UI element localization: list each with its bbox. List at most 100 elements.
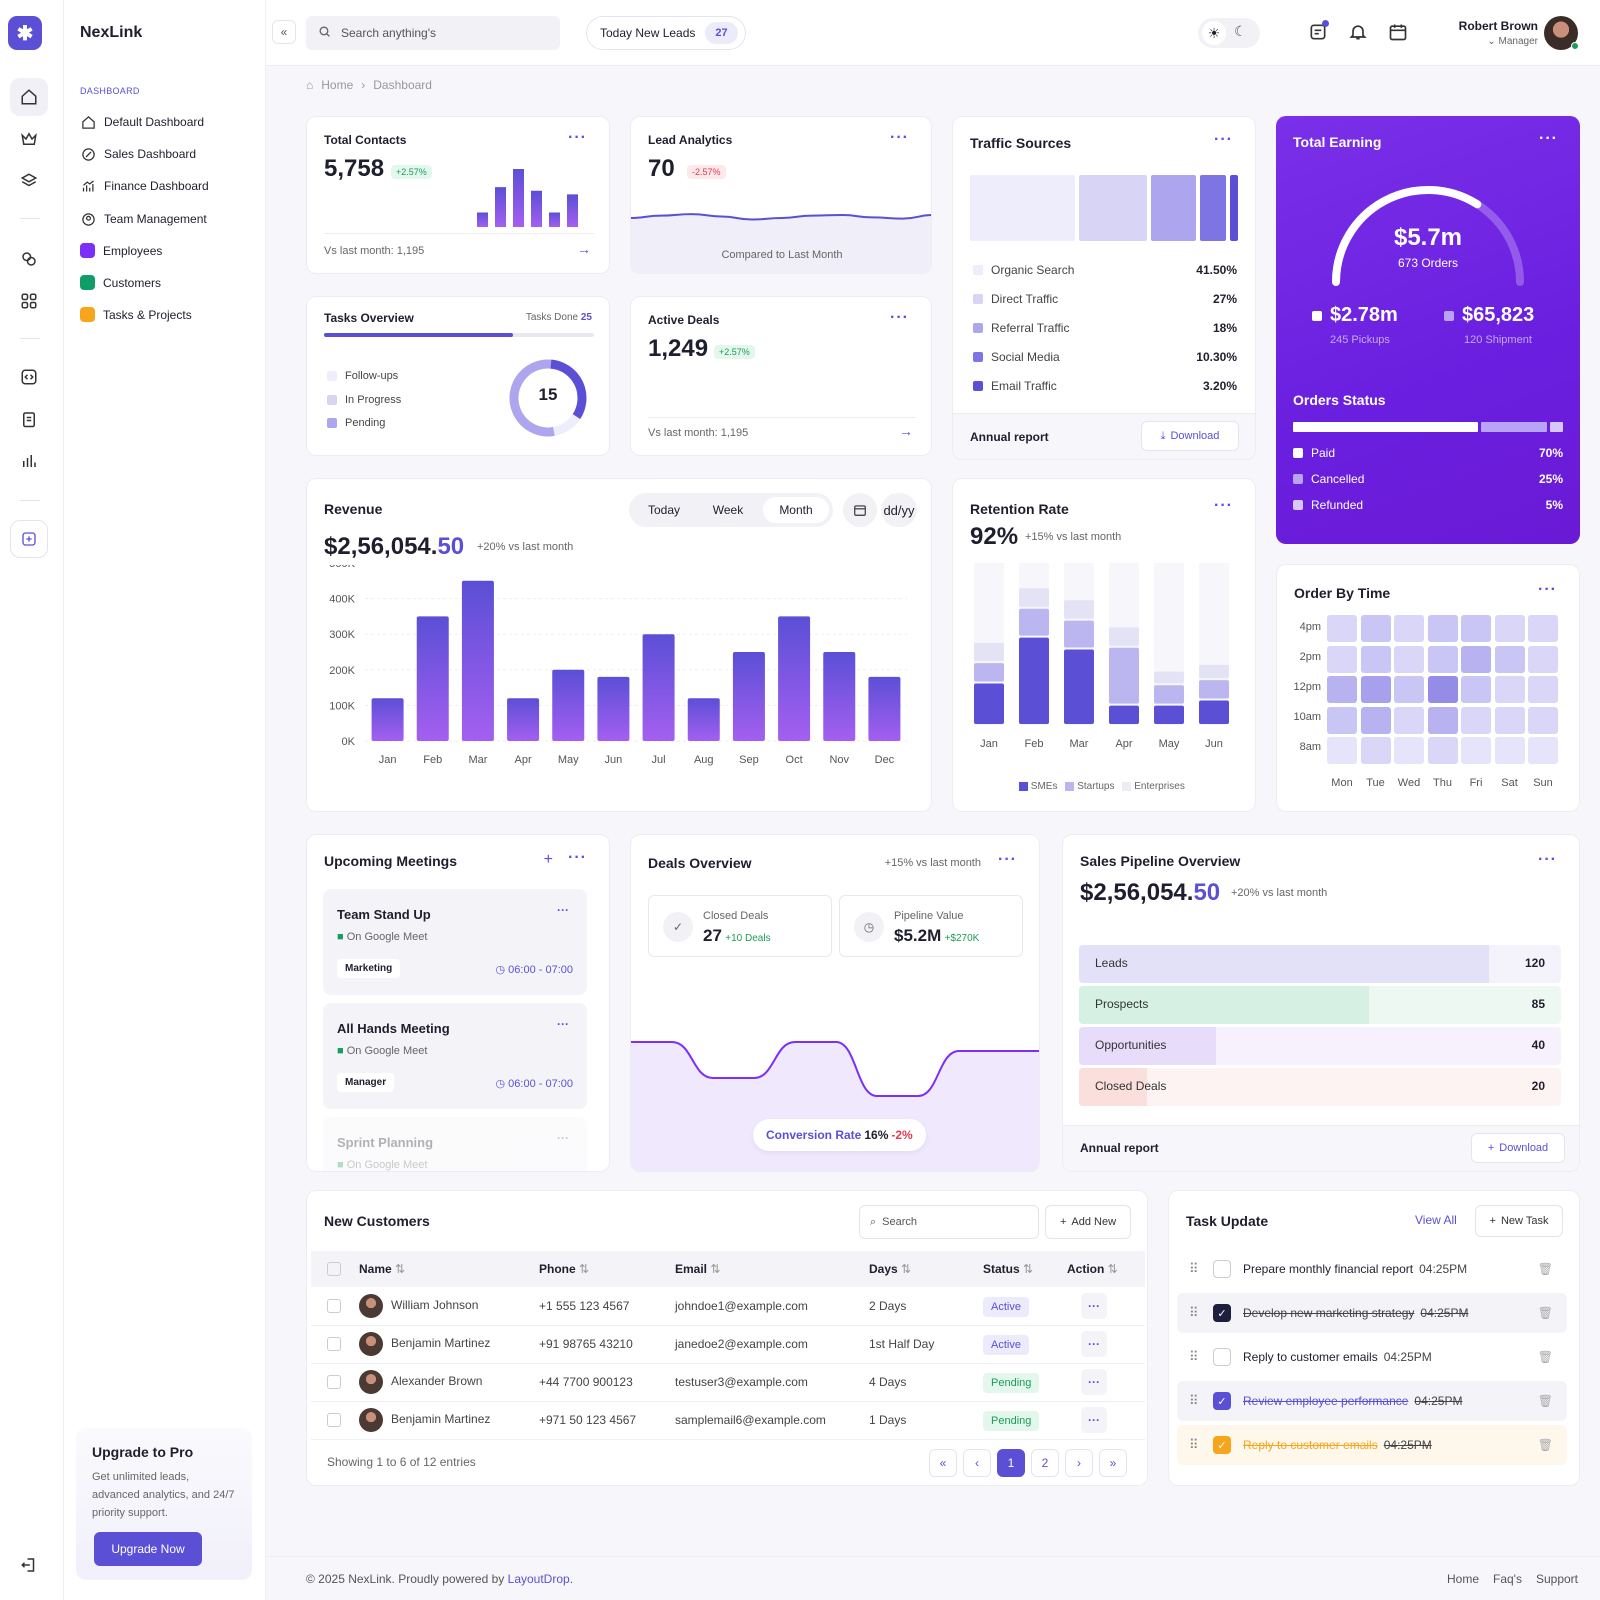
- first-page-button[interactable]: «: [929, 1449, 957, 1477]
- task-item[interactable]: ⠿ Reply to customer emails 04:25PM 🗑: [1177, 1337, 1567, 1377]
- add-icon[interactable]: +: [543, 851, 553, 868]
- task-item[interactable]: ⠿ ✓ Reply to customer emails 04:25PM 🗑: [1177, 1425, 1567, 1465]
- search-box[interactable]: Search anything's: [306, 16, 560, 50]
- table-row[interactable]: William Johnson +1 555 123 4567 johndoe1@e…: [311, 1287, 1145, 1326]
- calendar-icon[interactable]: [843, 493, 877, 527]
- trash-icon[interactable]: 🗑: [1537, 1350, 1553, 1364]
- meeting-item[interactable]: All Hands Meeting ··· ■ On Google Meet M…: [323, 1003, 587, 1109]
- trash-icon[interactable]: 🗑: [1537, 1262, 1553, 1276]
- row-action-button[interactable]: ···: [1081, 1331, 1107, 1357]
- arrow-right-icon[interactable]: →: [899, 423, 913, 439]
- sidebar-item-finance-dashboard[interactable]: Finance Dashboard: [80, 178, 209, 194]
- footer-link-home[interactable]: Home: [1446, 1572, 1479, 1586]
- tab-week[interactable]: Week: [712, 503, 744, 517]
- user-info[interactable]: Robert Brown ⌄ Manager: [1459, 19, 1538, 47]
- customer-search-input[interactable]: ⌕ Search: [859, 1205, 1039, 1239]
- select-all-checkbox[interactable]: [327, 1262, 341, 1277]
- tab-today[interactable]: Today: [647, 503, 681, 517]
- circles-icon[interactable]: [10, 240, 48, 278]
- last-page-button[interactable]: »: [1099, 1449, 1127, 1477]
- new-task-button[interactable]: + New Task: [1475, 1205, 1563, 1237]
- sidebar-item-customers[interactable]: Customers: [80, 275, 161, 290]
- drag-handle-icon[interactable]: ⠿: [1189, 1305, 1199, 1320]
- task-checkbox[interactable]: [1213, 1260, 1231, 1278]
- sidebar-item-employees[interactable]: Employees: [80, 243, 162, 258]
- drag-handle-icon[interactable]: ⠿: [1189, 1261, 1199, 1276]
- moon-icon[interactable]: ☾: [1234, 23, 1247, 39]
- date-input[interactable]: dd/yy: [881, 493, 917, 527]
- today-leads-widget[interactable]: Today New Leads 27: [586, 16, 746, 50]
- bell-icon[interactable]: [1348, 22, 1368, 45]
- row-action-button[interactable]: ···: [1081, 1407, 1107, 1433]
- trash-icon[interactable]: 🗑: [1537, 1306, 1553, 1320]
- download-button[interactable]: ⤓ Download: [1141, 421, 1239, 451]
- task-item[interactable]: ⠿ Prepare monthly financial report 04:25PM…: [1177, 1249, 1567, 1289]
- task-item[interactable]: ⠿ ✓ Develop new marketing strategy 04:25PM 🗑: [1177, 1293, 1567, 1333]
- footer-link-support[interactable]: Support: [1535, 1572, 1578, 1586]
- table-header[interactable]: Days ⇅: [869, 1251, 983, 1287]
- more-icon[interactable]: ···: [568, 129, 587, 146]
- drag-handle-icon[interactable]: ⠿: [1189, 1393, 1199, 1408]
- more-icon[interactable]: ···: [1538, 581, 1557, 598]
- row-checkbox[interactable]: [327, 1375, 341, 1390]
- table-header[interactable]: Status ⇅: [983, 1251, 1067, 1287]
- more-icon[interactable]: ···: [890, 129, 909, 146]
- code-icon[interactable]: [10, 358, 48, 396]
- collapse-sidebar-icon[interactable]: «: [272, 20, 296, 44]
- calendar-icon[interactable]: [1388, 22, 1408, 45]
- upgrade-button[interactable]: Upgrade Now: [94, 1532, 202, 1566]
- more-icon[interactable]: ···: [998, 851, 1017, 868]
- table-header[interactable]: Phone ⇅: [539, 1251, 675, 1287]
- drag-handle-icon[interactable]: ⠿: [1189, 1349, 1199, 1364]
- sidebar-item-tasks-projects[interactable]: Tasks & Projects: [80, 307, 192, 322]
- app-logo-icon[interactable]: ✱: [8, 16, 42, 50]
- drag-handle-icon[interactable]: ⠿: [1189, 1437, 1199, 1452]
- row-checkbox[interactable]: [327, 1299, 341, 1314]
- task-checkbox[interactable]: [1213, 1348, 1231, 1366]
- home-icon[interactable]: [10, 78, 48, 116]
- table-header[interactable]: Email ⇅: [675, 1251, 869, 1287]
- more-icon[interactable]: ···: [568, 849, 587, 866]
- task-checkbox[interactable]: ✓: [1213, 1304, 1231, 1322]
- download-button[interactable]: + Download: [1471, 1133, 1565, 1163]
- sun-icon[interactable]: ☀: [1202, 21, 1226, 45]
- row-checkbox[interactable]: [327, 1413, 341, 1428]
- add-icon[interactable]: [10, 520, 48, 558]
- task-checkbox[interactable]: ✓: [1213, 1436, 1231, 1454]
- add-new-button[interactable]: + Add New: [1045, 1205, 1131, 1239]
- sidebar-item-default-dashboard[interactable]: Default Dashboard: [80, 114, 204, 130]
- view-all-link[interactable]: View All: [1415, 1213, 1457, 1227]
- row-action-button[interactable]: ···: [1081, 1292, 1107, 1319]
- table-row[interactable]: Benjamin Martinez +91 98765 43210 janedoe2…: [311, 1325, 1145, 1364]
- breadcrumb-home[interactable]: Home: [321, 78, 354, 92]
- logout-icon[interactable]: [10, 1546, 48, 1584]
- footer-brand-link[interactable]: LayoutDrop: [507, 1572, 570, 1586]
- more-icon[interactable]: ···: [1214, 497, 1233, 514]
- footer-link-faqs[interactable]: Faq's: [1493, 1572, 1522, 1586]
- more-icon[interactable]: ···: [1214, 131, 1233, 148]
- page-2-button[interactable]: 2: [1031, 1449, 1059, 1477]
- more-icon[interactable]: ···: [890, 309, 909, 326]
- table-header[interactable]: Name ⇅: [359, 1251, 539, 1287]
- trash-icon[interactable]: 🗑: [1537, 1394, 1553, 1408]
- bar-chart-icon[interactable]: [10, 442, 48, 480]
- meeting-item[interactable]: Team Stand Up ··· ■ On Google Meet Marke…: [323, 889, 587, 995]
- sidebar-item-sales-dashboard[interactable]: Sales Dashboard: [80, 146, 196, 162]
- more-icon[interactable]: ···: [557, 1017, 569, 1031]
- more-icon[interactable]: ···: [1539, 130, 1558, 147]
- row-action-button[interactable]: ···: [1081, 1369, 1107, 1395]
- task-item[interactable]: ⠿ ✓ Review employee performance 04:25PM 🗑: [1177, 1381, 1567, 1421]
- table-row[interactable]: Benjamin Martinez +971 50 123 4567 samplem…: [311, 1401, 1145, 1440]
- more-icon[interactable]: ···: [1538, 851, 1557, 868]
- trash-icon[interactable]: 🗑: [1537, 1438, 1553, 1452]
- table-row[interactable]: Alexander Brown +44 7700 900123 testuser3@…: [311, 1363, 1145, 1402]
- crown-icon[interactable]: [10, 120, 48, 158]
- next-page-button[interactable]: ›: [1065, 1449, 1093, 1477]
- more-icon[interactable]: ···: [557, 903, 569, 917]
- meeting-item[interactable]: Sprint Planning ··· ■ On Google Meet: [323, 1117, 587, 1171]
- grid-icon[interactable]: [10, 282, 48, 320]
- layers-icon[interactable]: [10, 162, 48, 200]
- clipboard-icon[interactable]: [10, 400, 48, 438]
- tab-month[interactable]: Month: [763, 497, 829, 523]
- avatar[interactable]: [1544, 16, 1579, 50]
